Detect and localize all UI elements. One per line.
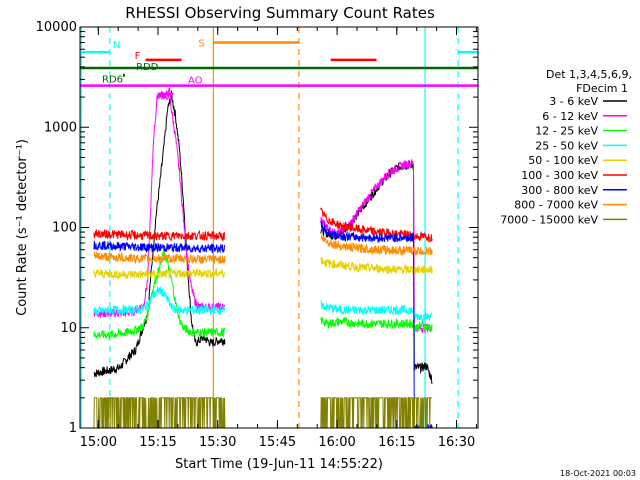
x-tick-label-16-30: 16:30 — [438, 435, 475, 450]
y-axis-label: Count Rate (s⁻¹ detector⁻¹) — [15, 139, 30, 316]
y-tick-label-10: 10 — [60, 321, 77, 336]
series-lines — [93, 87, 433, 428]
flag-rdd-label: RDD — [136, 62, 159, 73]
legend-label-300-800-kev: 300 - 800 keV — [521, 184, 598, 197]
y-tick-label-1000: 1000 — [44, 120, 77, 135]
legend-label-3-6-kev: 3 - 6 keV — [549, 95, 598, 108]
x-tick-label-15-30: 15:30 — [199, 435, 236, 450]
series-300-800-kev — [93, 221, 433, 428]
legend-header-line1: Det 1,3,4,5,6,9, — [546, 68, 632, 81]
x-tick-label-15-00: 15:00 — [80, 435, 117, 450]
chart-title: RHESSI Observing Summary Count Rates — [125, 4, 435, 22]
legend-label-100-300-kev: 100 - 300 keV — [521, 169, 598, 182]
legend: Det 1,3,4,5,6,9, FDecim 1 3 - 6 keV 6 - 1… — [500, 68, 632, 226]
legend-header-line2: FDecim 1 — [576, 82, 628, 95]
x-tick-label-16-00: 16:00 — [318, 435, 355, 450]
vertical-markers — [80, 27, 459, 428]
flag-ao-label: AO — [188, 76, 203, 87]
series-800-7000-kev — [93, 233, 433, 265]
legend-label-6-12-kev: 6 - 12 keV — [542, 110, 598, 123]
flag-f-label: F — [135, 51, 141, 62]
series-50-100-kev — [93, 257, 433, 280]
y-tick-label-1: 1 — [69, 421, 77, 436]
flag-n-label: N — [113, 40, 120, 51]
legend-label-25-50-kev: 25 - 50 keV — [535, 139, 598, 152]
x-axis-label: Start Time (19-Jun-11 14:55:22) — [175, 457, 383, 472]
x-tick-label-16-15: 16:15 — [378, 435, 415, 450]
legend-label-7000-15000-kev: 7000 - 15000 keV — [500, 213, 598, 226]
x-tick-label-15-15: 15:15 — [139, 435, 176, 450]
flag-a1-label: A1 — [161, 92, 174, 103]
series-7000-15000-kev — [93, 397, 433, 428]
legend-label-12-25-kev: 12 - 25 keV — [535, 125, 598, 138]
flag-s-label: S — [198, 39, 204, 50]
legend-label-50-100-kev: 50 - 100 keV — [528, 154, 598, 167]
series-6-12-kev — [93, 87, 433, 334]
x-tick-label-15-45: 15:45 — [259, 435, 296, 450]
generation-timestamp: 18-Oct-2021 00:03 — [560, 469, 636, 478]
flag-rd6-label: RD6 — [102, 74, 123, 85]
y-tick-label-10000: 10000 — [36, 20, 77, 35]
y-tick-label-100: 100 — [52, 221, 77, 236]
state-flags: N F S RDD RD6 AO A1 — [80, 39, 478, 103]
axes: 15:00 15:15 15:30 15:45 16:00 16:15 16:30 1 10 10… — [36, 20, 478, 450]
legend-label-800-7000-kev: 800 - 7000 keV — [514, 199, 598, 212]
